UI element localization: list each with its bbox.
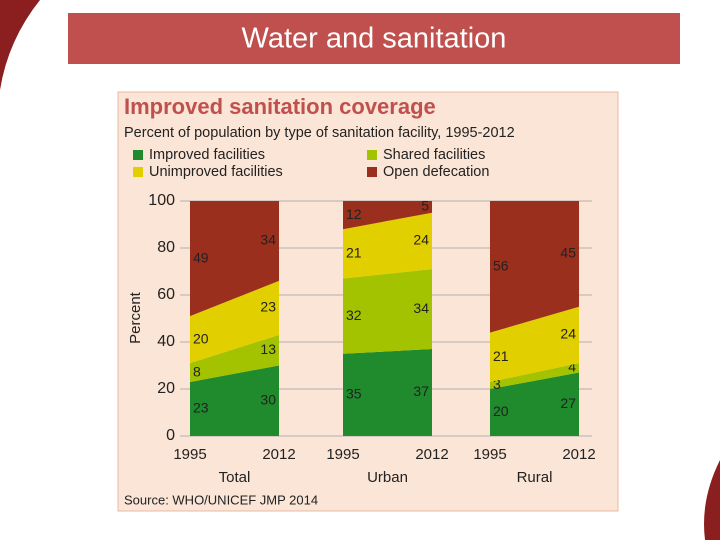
legend-swatch xyxy=(367,150,377,160)
legend-swatch xyxy=(367,167,377,177)
x-tick-label: 1995 xyxy=(473,446,506,463)
title-banner xyxy=(68,13,680,64)
value-label: 37 xyxy=(413,383,429,399)
source: Source: WHO/UNICEF JMP 2014 xyxy=(124,492,318,507)
area xyxy=(190,201,279,317)
area xyxy=(490,363,579,389)
x-tick-label: 2012 xyxy=(262,446,295,463)
value-label: 32 xyxy=(346,307,362,323)
value-label: 21 xyxy=(493,348,509,364)
value-label: 13 xyxy=(260,341,276,357)
legend-swatch xyxy=(133,150,143,160)
legend-label: Shared facilities xyxy=(383,147,485,163)
corner-decoration xyxy=(704,460,720,540)
corner-decoration xyxy=(0,0,40,90)
y-tick-label: 60 xyxy=(157,286,175,303)
area xyxy=(343,201,432,230)
value-label: 49 xyxy=(193,249,209,265)
value-label: 20 xyxy=(493,403,509,419)
area xyxy=(490,306,579,382)
y-tick-label: 20 xyxy=(157,380,175,397)
value-label: 34 xyxy=(260,232,276,248)
x-tick-label: 2012 xyxy=(562,446,595,463)
legend-label: Improved facilities xyxy=(149,147,265,163)
panel-label: Total xyxy=(219,469,251,486)
area xyxy=(490,372,579,436)
area xyxy=(190,280,279,364)
value-label: 5 xyxy=(421,198,429,214)
value-label: 56 xyxy=(493,258,509,274)
value-label: 30 xyxy=(260,391,276,407)
area xyxy=(190,365,279,436)
panel-label: Urban xyxy=(367,469,408,486)
x-tick-label: 1995 xyxy=(173,446,206,463)
y-tick-label: 80 xyxy=(157,239,175,256)
value-label: 24 xyxy=(413,232,429,248)
legend-label: Unimproved facilities xyxy=(149,164,283,180)
panel-label: Rural xyxy=(517,469,553,486)
y-axis-label: Percent xyxy=(127,291,144,344)
value-label: 20 xyxy=(193,330,209,346)
value-label: 3 xyxy=(493,376,501,392)
y-tick-label: 100 xyxy=(148,192,175,209)
y-tick-label: 0 xyxy=(166,427,175,444)
value-label: 34 xyxy=(413,300,429,316)
value-label: 21 xyxy=(346,245,362,261)
area xyxy=(190,334,279,382)
legend-label: Open defecation xyxy=(383,164,489,180)
slide-title: Water and sanitation xyxy=(242,23,507,55)
value-label: 23 xyxy=(260,299,276,315)
area xyxy=(490,201,579,333)
value-label: 45 xyxy=(560,245,576,261)
value-label: 24 xyxy=(560,326,576,342)
value-label: 8 xyxy=(193,363,201,379)
x-tick-label: 1995 xyxy=(326,446,359,463)
area xyxy=(343,349,432,436)
value-label: 23 xyxy=(193,400,209,416)
value-label: 35 xyxy=(346,386,362,402)
value-label: 4 xyxy=(568,359,576,375)
area xyxy=(343,212,432,279)
chart-subtitle: Percent of population by type of sanitat… xyxy=(124,125,515,141)
legend-swatch xyxy=(133,167,143,177)
x-tick-label: 2012 xyxy=(415,446,448,463)
chart-title: Improved sanitation coverage xyxy=(124,94,436,119)
value-label: 12 xyxy=(346,206,362,222)
area xyxy=(343,269,432,354)
y-tick-label: 40 xyxy=(157,333,175,350)
value-label: 27 xyxy=(560,395,576,411)
